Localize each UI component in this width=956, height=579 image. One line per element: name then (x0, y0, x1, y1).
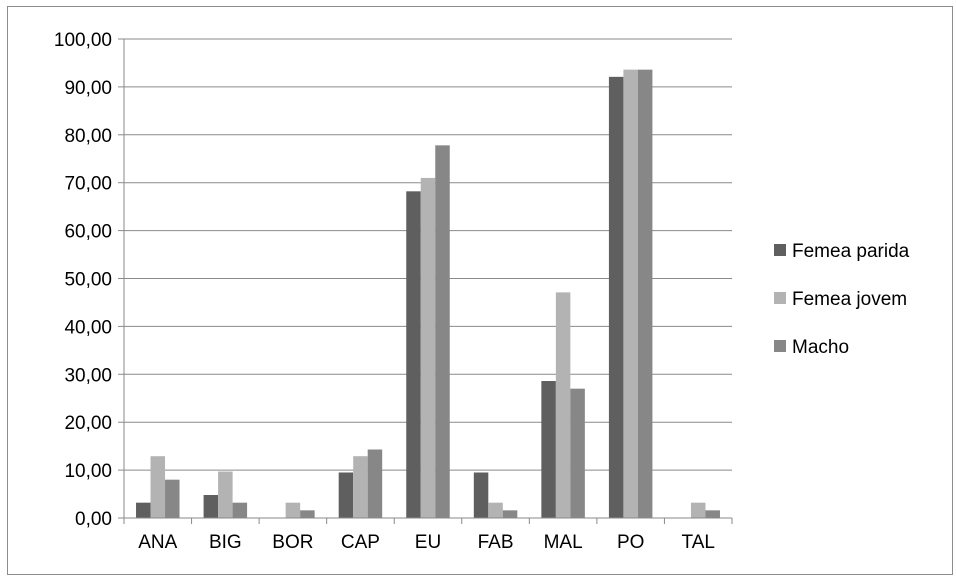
bars (136, 69, 720, 518)
bar (300, 510, 315, 518)
bar (435, 145, 450, 518)
x-tick-labels: ANA BIG BOR CAP EU FAB MAL PO TAL (138, 532, 715, 553)
legend: Femea parida Femea jovem Macho (774, 241, 910, 358)
legend-label: Macho (792, 337, 849, 358)
axes (118, 38, 733, 524)
legend-swatch (774, 244, 786, 256)
bar (285, 502, 301, 518)
x-tick-label: TAL (682, 532, 715, 553)
bar (353, 456, 368, 518)
legend-swatch (774, 340, 786, 352)
x-tick-label: ANA (138, 532, 177, 553)
y-tick-label: 90,00 (64, 78, 112, 99)
bar (555, 292, 571, 518)
bar (473, 472, 489, 518)
x-tick-label: EU (415, 532, 441, 553)
bar (637, 69, 653, 518)
legend-swatch (774, 292, 786, 304)
bar (165, 479, 180, 518)
bar (541, 381, 556, 518)
x-tick-label: MAL (544, 532, 583, 553)
bar (488, 502, 503, 518)
bar (406, 191, 421, 518)
bar (150, 456, 166, 518)
legend-label: Femea parida (792, 241, 910, 262)
x-tick-label: BOR (272, 532, 313, 553)
bar (623, 69, 638, 518)
x-tick-label: PO (617, 532, 644, 553)
bar (136, 502, 151, 518)
y-tick-label: 40,00 (64, 317, 112, 338)
bar (338, 472, 354, 518)
bar (367, 449, 383, 518)
chart-area: 0,00 10,00 20,00 30,00 40,00 50,00 60,00 70,00 8… (7, 6, 953, 575)
x-tick-label: FAB (478, 532, 514, 553)
bar (608, 76, 624, 518)
x-tick-label: CAP (341, 532, 380, 553)
bar (502, 510, 518, 518)
x-tick-label: BIG (209, 532, 242, 553)
y-tick-label: 0,00 (75, 509, 112, 530)
y-tick-label: 50,00 (64, 270, 112, 291)
bar-chart: 0,00 10,00 20,00 30,00 40,00 50,00 60,00 70,00 8… (54, 30, 910, 553)
bar (705, 510, 720, 518)
y-tick-label: 60,00 (64, 222, 112, 243)
y-tick-label: 80,00 (64, 126, 112, 147)
bar (420, 177, 436, 518)
bar (218, 471, 233, 518)
bar (232, 502, 248, 518)
y-tick-label: 30,00 (64, 365, 112, 386)
bar (570, 388, 585, 518)
y-tick-label: 70,00 (64, 174, 112, 195)
y-tick-labels: 0,00 10,00 20,00 30,00 40,00 50,00 60,00 70,00 8… (54, 30, 112, 530)
y-tick-label: 10,00 (64, 461, 112, 482)
bar (690, 502, 706, 518)
legend-label: Femea jovem (792, 289, 907, 310)
bar (203, 495, 219, 518)
y-tick-label: 20,00 (64, 413, 112, 434)
y-tick-label: 100,00 (54, 30, 112, 51)
